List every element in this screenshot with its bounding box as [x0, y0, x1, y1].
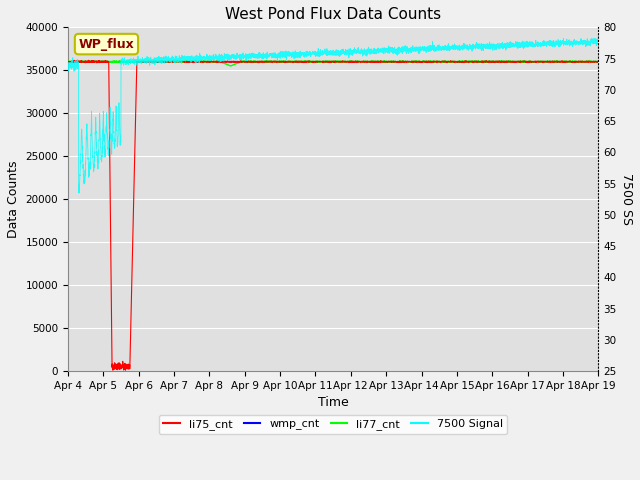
li75_cnt [314, 59, 321, 65]
li77_cnt [594, 59, 602, 64]
7500 Signal [314, 53, 321, 59]
Line: wmp_cnt: wmp_cnt [68, 61, 598, 62]
7500 Signal [422, 47, 430, 52]
li77_cnt [314, 59, 321, 64]
wmp_cnt [452, 59, 460, 65]
7500 Signal [75, 190, 83, 196]
Line: 7500 Signal: 7500 Signal [68, 38, 598, 193]
wmp_cnt [422, 59, 430, 64]
wmp_cnt [482, 59, 490, 64]
li77_cnt [64, 59, 72, 64]
li77_cnt [452, 59, 460, 65]
li75_cnt [482, 59, 490, 65]
wmp_cnt [595, 59, 602, 65]
wmp_cnt [64, 59, 72, 64]
li77_cnt [423, 59, 431, 64]
7500 Signal [595, 40, 602, 46]
li77_cnt [420, 58, 428, 63]
wmp_cnt [313, 59, 321, 65]
li77_cnt [227, 63, 234, 69]
Legend: li75_cnt, wmp_cnt, li77_cnt, 7500 Signal: li75_cnt, wmp_cnt, li77_cnt, 7500 Signal [159, 415, 508, 434]
7500 Signal [594, 37, 602, 43]
li75_cnt [159, 59, 167, 64]
7500 Signal [588, 36, 596, 41]
li75_cnt [595, 59, 602, 65]
li75_cnt [423, 59, 431, 64]
Y-axis label: 7500 SS: 7500 SS [620, 173, 633, 225]
wmp_cnt [159, 59, 167, 64]
wmp_cnt [541, 60, 548, 65]
Line: li77_cnt: li77_cnt [68, 60, 598, 66]
li75_cnt [452, 59, 460, 65]
li77_cnt [159, 59, 167, 65]
li77_cnt [482, 60, 490, 65]
7500 Signal [482, 41, 490, 47]
li75_cnt [84, 58, 92, 63]
Y-axis label: Data Counts: Data Counts [7, 160, 20, 238]
li75_cnt [594, 59, 602, 64]
li75_cnt [64, 59, 72, 65]
wmp_cnt [380, 58, 387, 64]
7500 Signal [159, 54, 167, 60]
Text: WP_flux: WP_flux [79, 37, 134, 50]
X-axis label: Time: Time [317, 396, 349, 409]
li75_cnt [109, 367, 116, 373]
7500 Signal [64, 65, 72, 71]
Line: li75_cnt: li75_cnt [68, 60, 598, 370]
li77_cnt [595, 59, 602, 65]
wmp_cnt [594, 59, 602, 65]
Title: West Pond Flux Data Counts: West Pond Flux Data Counts [225, 7, 441, 22]
7500 Signal [452, 43, 460, 48]
